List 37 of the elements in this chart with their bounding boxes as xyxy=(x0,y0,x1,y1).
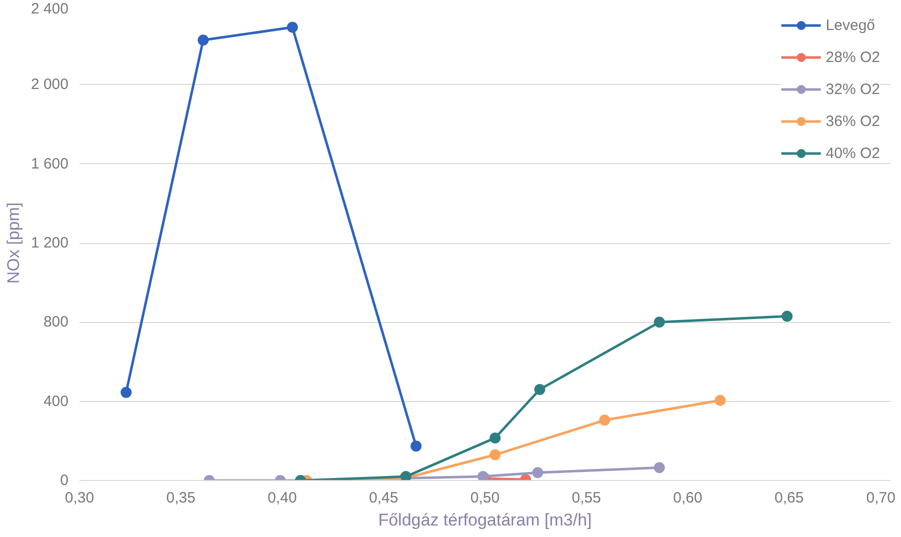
y-tick-label: 800 xyxy=(43,314,69,331)
legend-label: Levegő xyxy=(826,16,876,34)
legend-label: 40% O2 xyxy=(826,144,880,162)
x-tick-label: 0,65 xyxy=(774,490,804,506)
y-tick-label: 400 xyxy=(43,392,69,410)
point xyxy=(782,310,793,322)
y-tick-label: 2 000 xyxy=(30,76,69,94)
x-tick-label: 0,70 xyxy=(866,490,896,506)
y-axis-title: NOx [ppm] xyxy=(4,202,23,284)
x-axis-title: Főldgáz térfogatáram [m3/h] xyxy=(378,510,592,530)
x-tick-label: 0,35 xyxy=(166,490,196,506)
y-tick-label: 1 200 xyxy=(30,234,69,252)
point xyxy=(654,316,665,328)
point xyxy=(599,414,610,426)
point xyxy=(198,34,209,46)
point xyxy=(286,22,298,33)
legend-label: 36% O2 xyxy=(826,112,880,130)
point xyxy=(477,471,488,480)
y-tick-label: 0 xyxy=(60,472,68,489)
y-tick-label: 1 600 xyxy=(30,155,69,172)
point xyxy=(490,449,501,460)
point xyxy=(120,386,132,398)
point xyxy=(714,394,726,406)
y-tick-label: 2 400 xyxy=(30,0,69,18)
point xyxy=(410,440,422,452)
legend-label: 32% O2 xyxy=(826,80,880,98)
x-tick-label: 0,40 xyxy=(268,490,297,506)
point xyxy=(490,432,501,444)
x-tick-label: 0,45 xyxy=(369,490,398,506)
point xyxy=(654,462,665,474)
x-tick-label: 0,30 xyxy=(64,490,94,506)
x-tick-label: 0,50 xyxy=(470,490,500,506)
point xyxy=(532,467,544,478)
legend-label: 28% O2 xyxy=(826,48,880,66)
x-tick-label: 0,60 xyxy=(673,490,702,506)
point xyxy=(534,384,546,395)
x-tick-label: 0,55 xyxy=(572,490,601,506)
